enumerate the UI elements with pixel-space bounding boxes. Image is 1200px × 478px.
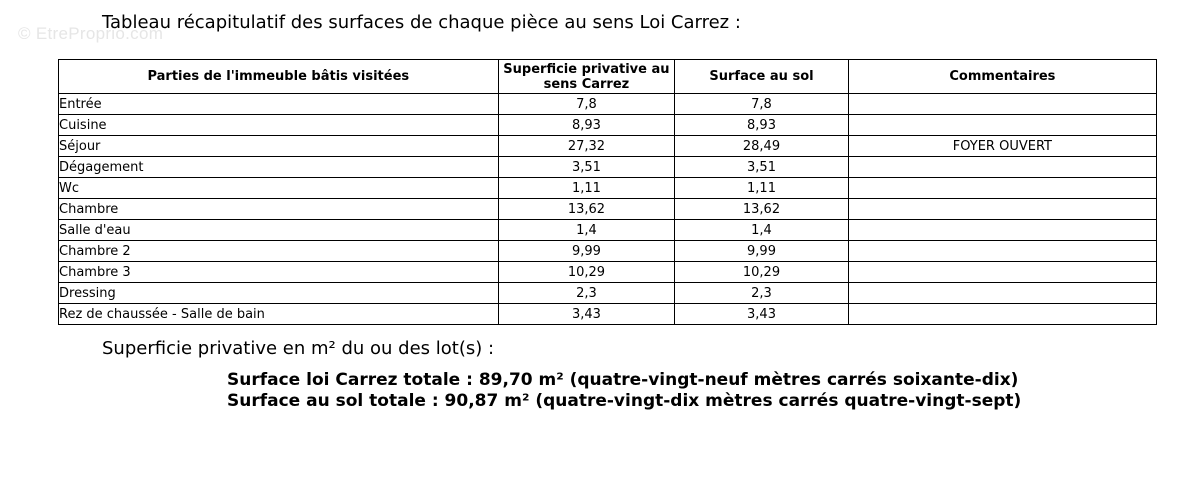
cell-comment	[847, 261, 1158, 283]
cell-comment	[847, 303, 1158, 325]
total-carrez: Surface loi Carrez totale : 89,70 m² (qu…	[227, 370, 1019, 390]
table-row: Cuisine 8,93 8,93	[58, 114, 1158, 136]
table-row: Dégagement 3,51 3,51	[58, 156, 1158, 178]
header-sol: Surface au sol	[674, 59, 849, 94]
cell-piece: Séjour	[58, 135, 499, 157]
cell-sol: 8,93	[674, 114, 849, 136]
table-row: Rez de chaussée - Salle de bain 3,43 3,43	[58, 303, 1158, 325]
cell-piece: Chambre 3	[58, 261, 499, 283]
cell-sol: 1,4	[674, 219, 849, 241]
table-row: Salle d'eau 1,4 1,4	[58, 219, 1158, 241]
header-piece: Parties de l'immeuble bâtis visitées	[58, 59, 499, 94]
cell-sol: 7,8	[674, 93, 849, 115]
header-carrez: Superficie privative au sens Carrez	[497, 59, 676, 94]
cell-piece: Salle d'eau	[58, 219, 499, 241]
cell-comment: FOYER OUVERT	[847, 135, 1158, 157]
table-row: Chambre 13,62 13,62	[58, 198, 1158, 220]
cell-carrez: 7,8	[497, 93, 676, 115]
cell-piece: Chambre	[58, 198, 499, 220]
header-comment: Commentaires	[847, 59, 1158, 94]
cell-comment	[847, 114, 1158, 136]
cell-piece: Dégagement	[58, 156, 499, 178]
watermark: © EtreProprio.com	[18, 24, 164, 43]
cell-piece: Cuisine	[58, 114, 499, 136]
cell-carrez: 13,62	[497, 198, 676, 220]
table-row: Chambre 3 10,29 10,29	[58, 261, 1158, 283]
total-sol: Surface au sol totale : 90,87 m² (quatre…	[227, 391, 1022, 411]
table-body: Entrée 7,8 7,8 Cuisine 8,93 8,93 Séjour 27,32 28…	[58, 93, 1158, 325]
cell-sol: 1,11	[674, 177, 849, 199]
cell-piece: Dressing	[58, 282, 499, 304]
cell-comment	[847, 198, 1158, 220]
surfaces-table: Parties de l'immeuble bâtis visitées Sup…	[58, 59, 1158, 325]
cell-sol: 28,49	[674, 135, 849, 157]
cell-carrez: 3,51	[497, 156, 676, 178]
cell-carrez: 9,99	[497, 240, 676, 262]
cell-comment	[847, 282, 1158, 304]
table-row: Wc 1,11 1,11	[58, 177, 1158, 199]
cell-piece: Rez de chaussée - Salle de bain	[58, 303, 499, 325]
cell-carrez: 2,3	[497, 282, 676, 304]
lot-area-heading: Superficie privative en m² du ou des lot…	[102, 338, 495, 359]
cell-piece: Entrée	[58, 93, 499, 115]
cell-sol: 2,3	[674, 282, 849, 304]
cell-carrez: 1,11	[497, 177, 676, 199]
cell-piece: Chambre 2	[58, 240, 499, 262]
table-row: Chambre 2 9,99 9,99	[58, 240, 1158, 262]
cell-carrez: 27,32	[497, 135, 676, 157]
cell-sol: 3,51	[674, 156, 849, 178]
cell-comment	[847, 177, 1158, 199]
table-row: Dressing 2,3 2,3	[58, 282, 1158, 304]
cell-comment	[847, 93, 1158, 115]
table-header-row: Parties de l'immeuble bâtis visitées Sup…	[58, 59, 1158, 94]
summary-heading: Tableau récapitulatif des surfaces de ch…	[102, 12, 741, 33]
cell-carrez: 3,43	[497, 303, 676, 325]
cell-piece: Wc	[58, 177, 499, 199]
cell-sol: 13,62	[674, 198, 849, 220]
cell-sol: 9,99	[674, 240, 849, 262]
cell-comment	[847, 156, 1158, 178]
cell-carrez: 8,93	[497, 114, 676, 136]
cell-comment	[847, 240, 1158, 262]
totals-block: Surface loi Carrez totale : 89,70 m² (qu…	[227, 370, 1021, 412]
cell-sol: 3,43	[674, 303, 849, 325]
cell-sol: 10,29	[674, 261, 849, 283]
cell-comment	[847, 219, 1158, 241]
table-row: Entrée 7,8 7,8	[58, 93, 1158, 115]
cell-carrez: 10,29	[497, 261, 676, 283]
cell-carrez: 1,4	[497, 219, 676, 241]
table-row: Séjour 27,32 28,49 FOYER OUVERT	[58, 135, 1158, 157]
